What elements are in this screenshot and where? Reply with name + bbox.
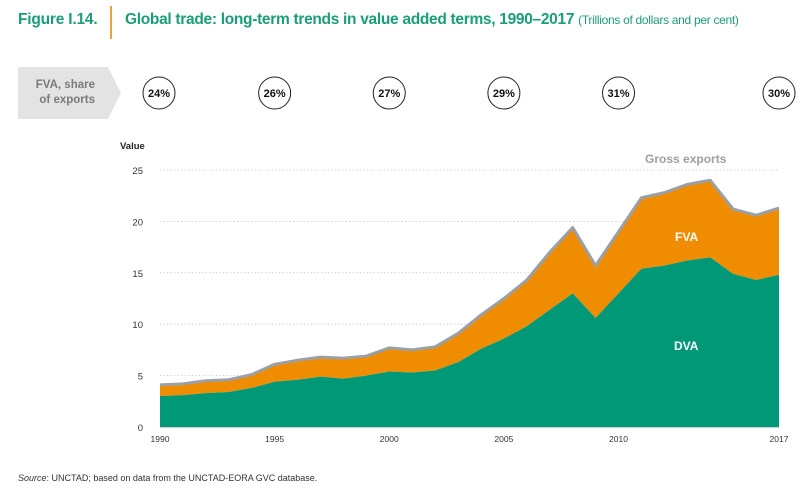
fva-share-value: 24% — [148, 88, 170, 100]
y-tick-label: 0 — [138, 423, 143, 434]
fva-share-value: 27% — [378, 88, 400, 100]
x-tick-label: 2017 — [770, 434, 789, 444]
dva-area — [160, 257, 779, 427]
dva-label: DVA — [674, 339, 699, 353]
fva-share-circle — [487, 76, 521, 110]
x-tick-label: 2010 — [609, 434, 628, 444]
fva-share-value: 29% — [493, 88, 515, 100]
chart-labels: Gross exports FVA DVA — [645, 152, 727, 353]
x-tick-label: 1990 — [151, 434, 170, 444]
fva-share-label-line2: of exports — [39, 94, 95, 106]
y-tick-label: 5 — [138, 372, 143, 383]
x-tick-label: 2000 — [380, 434, 399, 444]
figure-subtitle: (Trillions of dollars and per cent) — [578, 13, 739, 27]
fva-share-value: 26% — [264, 88, 286, 100]
fva-area — [160, 180, 779, 397]
fva-share-row: FVA, share of exports 24% 26% 27% 29% 31% 30% — [18, 67, 796, 119]
fva-share-label-arrow — [18, 67, 121, 119]
y-tick-label: 25 — [132, 166, 143, 177]
fva-share-circle — [258, 76, 292, 110]
source-text: : UNCTAD; based on data from the UNCTAD-… — [46, 473, 318, 483]
header-divider — [110, 6, 112, 39]
fva-share-circle — [762, 76, 796, 110]
y-tick-label: 20 — [132, 217, 143, 228]
fva-share-circle — [602, 76, 636, 110]
gross-exports-line — [159, 178, 780, 387]
source-note: Source: UNCTAD; based on data from the U… — [18, 473, 317, 483]
figure-header: Figure I.14. Global trade: long-term tre… — [0, 0, 807, 48]
fva-share-circle — [142, 76, 176, 110]
y-tick-label: 10 — [132, 320, 143, 331]
fva-share-circle — [372, 76, 406, 110]
y-axis-title: Value — [120, 141, 145, 152]
y-tick-label: 15 — [132, 269, 143, 280]
figure-title-block: Global trade: long-term trends in value … — [125, 11, 739, 29]
fva-share-value: 31% — [608, 88, 630, 100]
figure-label: Figure I.14. — [18, 11, 98, 28]
x-tick-label: 2005 — [494, 434, 513, 444]
chart-areas — [159, 178, 780, 427]
gross-exports-label: Gross exports — [645, 152, 727, 166]
x-tick-label: 1995 — [265, 434, 284, 444]
figure-title: Global trade: long-term trends in value … — [125, 11, 575, 28]
source-label: Source — [18, 473, 47, 483]
fva-share-label-line1: FVA, share — [36, 79, 95, 91]
fva-share-value: 30% — [768, 88, 790, 100]
fva-label: FVA — [675, 230, 698, 244]
